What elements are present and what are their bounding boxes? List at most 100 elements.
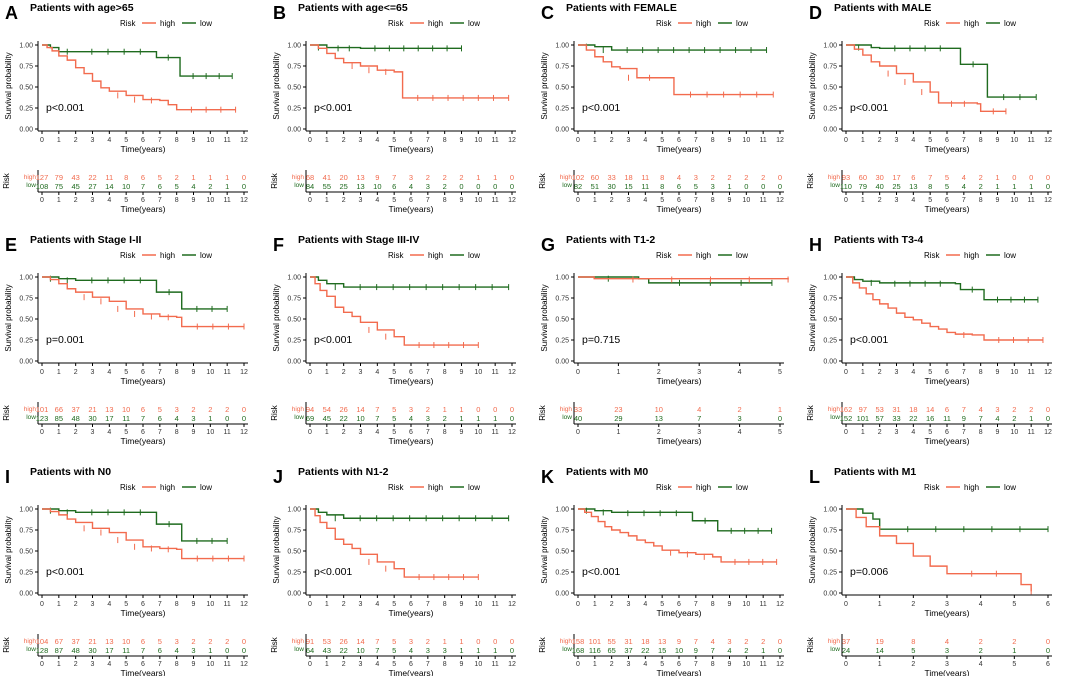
risk-x-tick-label: 2 (911, 661, 915, 668)
risk-high-count: 2 (208, 637, 212, 646)
x-tick-label: 3 (91, 369, 95, 376)
risk-high-count: 37 (71, 637, 79, 646)
y-tick-label: 0.25 (19, 338, 33, 345)
risk-row-low-label: low (830, 646, 840, 653)
y-tick-label: 0.75 (287, 64, 301, 71)
panel-letter: D (809, 3, 822, 23)
risk-x-tick-label: 7 (962, 197, 966, 204)
high-curve (42, 508, 244, 560)
risk-high-count: 10 (122, 405, 130, 414)
y-tick-label: 1.00 (19, 507, 33, 514)
x-tick-label: 7 (158, 369, 162, 376)
risk-low-count: 22 (339, 646, 347, 655)
risk-low-count: 40 (574, 414, 582, 423)
x-tick-label: 8 (443, 369, 447, 376)
y-tick-label: 1.00 (19, 275, 33, 282)
panel-letter: C (541, 3, 554, 23)
risk-low-count: 1 (225, 182, 229, 191)
risk-x-tick-label: 10 (206, 197, 214, 204)
risk-high-count: 33 (607, 173, 615, 182)
panel-title: Patients with T1-2 (566, 234, 655, 246)
risk-x-tick-label: 5 (778, 429, 782, 436)
risk-high-count: 2 (711, 173, 715, 182)
risk-low-count: 123 (36, 414, 49, 423)
risk-x-tick-label: 4 (107, 197, 111, 204)
risk-low-count: 0 (778, 414, 782, 423)
legend-low-label: low (468, 19, 480, 28)
risk-high-count: 18 (641, 637, 649, 646)
risk-x-tick-label: 0 (844, 197, 848, 204)
risk-low-count: 17 (105, 646, 113, 655)
x-tick-label: 7 (962, 369, 966, 376)
risk-low-count: 0 (778, 182, 782, 191)
risk-high-count: 31 (624, 637, 632, 646)
risk-x-tick-label: 2 (610, 197, 614, 204)
risk-x-axis-title: Time(years) (656, 204, 701, 214)
risk-x-tick-label: 2 (878, 197, 882, 204)
risk-row-high-label: high (292, 406, 305, 413)
risk-low-count: 8 (928, 182, 932, 191)
y-tick-label: 0.75 (287, 296, 301, 303)
risk-low-count: 3 (426, 414, 430, 423)
risk-low-count: 48 (71, 414, 79, 423)
risk-high-count: 101 (589, 637, 602, 646)
legend-low-label: low (736, 251, 748, 260)
risk-row-high-label: high (560, 174, 573, 181)
risk-x-tick-label: 11 (492, 429, 499, 436)
x-tick-label: 0 (844, 601, 848, 608)
risk-low-count: 3 (711, 182, 715, 191)
risk-low-count: 2 (979, 646, 983, 655)
risk-low-count: 168 (572, 646, 585, 655)
y-axis-title: Survival probability (540, 516, 549, 583)
x-axis-title: Time(years) (924, 144, 969, 154)
x-tick-label: 2 (342, 369, 346, 376)
x-tick-label: 6 (1046, 601, 1050, 608)
risk-x-tick-label: 11 (760, 661, 767, 668)
risk-x-axis-title: Time(years) (388, 436, 433, 446)
risk-low-count: 45 (71, 182, 79, 191)
panel-title: Patients with T3-4 (834, 234, 923, 246)
risk-high-count: 3 (409, 637, 413, 646)
risk-x-tick-label: 12 (508, 197, 516, 204)
risk-low-count: 45 (323, 414, 331, 423)
risk-x-tick-label: 3 (895, 429, 899, 436)
y-tick-label: 0.50 (19, 85, 33, 92)
risk-x-tick-label: 11 (224, 197, 231, 204)
risk-low-count: 1 (476, 646, 480, 655)
x-tick-label: 11 (492, 137, 499, 144)
risk-x-tick-label: 4 (107, 661, 111, 668)
x-axis-title: Time(years) (656, 376, 701, 386)
risk-x-tick-label: 0 (844, 429, 848, 436)
risk-low-count: 4 (409, 646, 413, 655)
risk-x-tick-label: 1 (325, 197, 329, 204)
x-tick-label: 8 (443, 137, 447, 144)
risk-high-count: 3 (409, 405, 413, 414)
y-axis-title: Survival probability (272, 516, 281, 583)
risk-low-count: 14 (105, 182, 113, 191)
risk-low-count: 4 (727, 646, 731, 655)
risk-x-tick-label: 3 (945, 661, 949, 668)
risk-row-high-label: high (828, 638, 841, 645)
risk-low-count: 6 (392, 182, 396, 191)
risk-x-tick-label: 9 (192, 197, 196, 204)
risk-low-count: 1 (476, 414, 480, 423)
x-tick-label: 11 (492, 601, 499, 608)
risk-x-tick-label: 9 (192, 661, 196, 668)
low-curve (310, 44, 462, 50)
y-tick-label: 0.50 (287, 317, 301, 324)
x-tick-label: 5 (124, 137, 128, 144)
risk-low-count: 10 (675, 646, 683, 655)
risk-x-tick-label: 2 (610, 661, 614, 668)
risk-x-tick-label: 1 (861, 429, 865, 436)
risk-low-count: 0 (1046, 182, 1050, 191)
high-curve (310, 44, 509, 99)
y-tick-label: 0.50 (19, 317, 33, 324)
risk-low-count: 33 (892, 414, 900, 423)
risk-x-tick-label: 9 (192, 429, 196, 436)
risk-high-count: 37 (842, 637, 850, 646)
x-tick-label: 9 (460, 601, 464, 608)
p-value: p<0.001 (46, 566, 84, 578)
x-tick-label: 4 (911, 369, 915, 376)
risk-high-count: 18 (624, 173, 632, 182)
risk-x-tick-label: 4 (375, 429, 379, 436)
